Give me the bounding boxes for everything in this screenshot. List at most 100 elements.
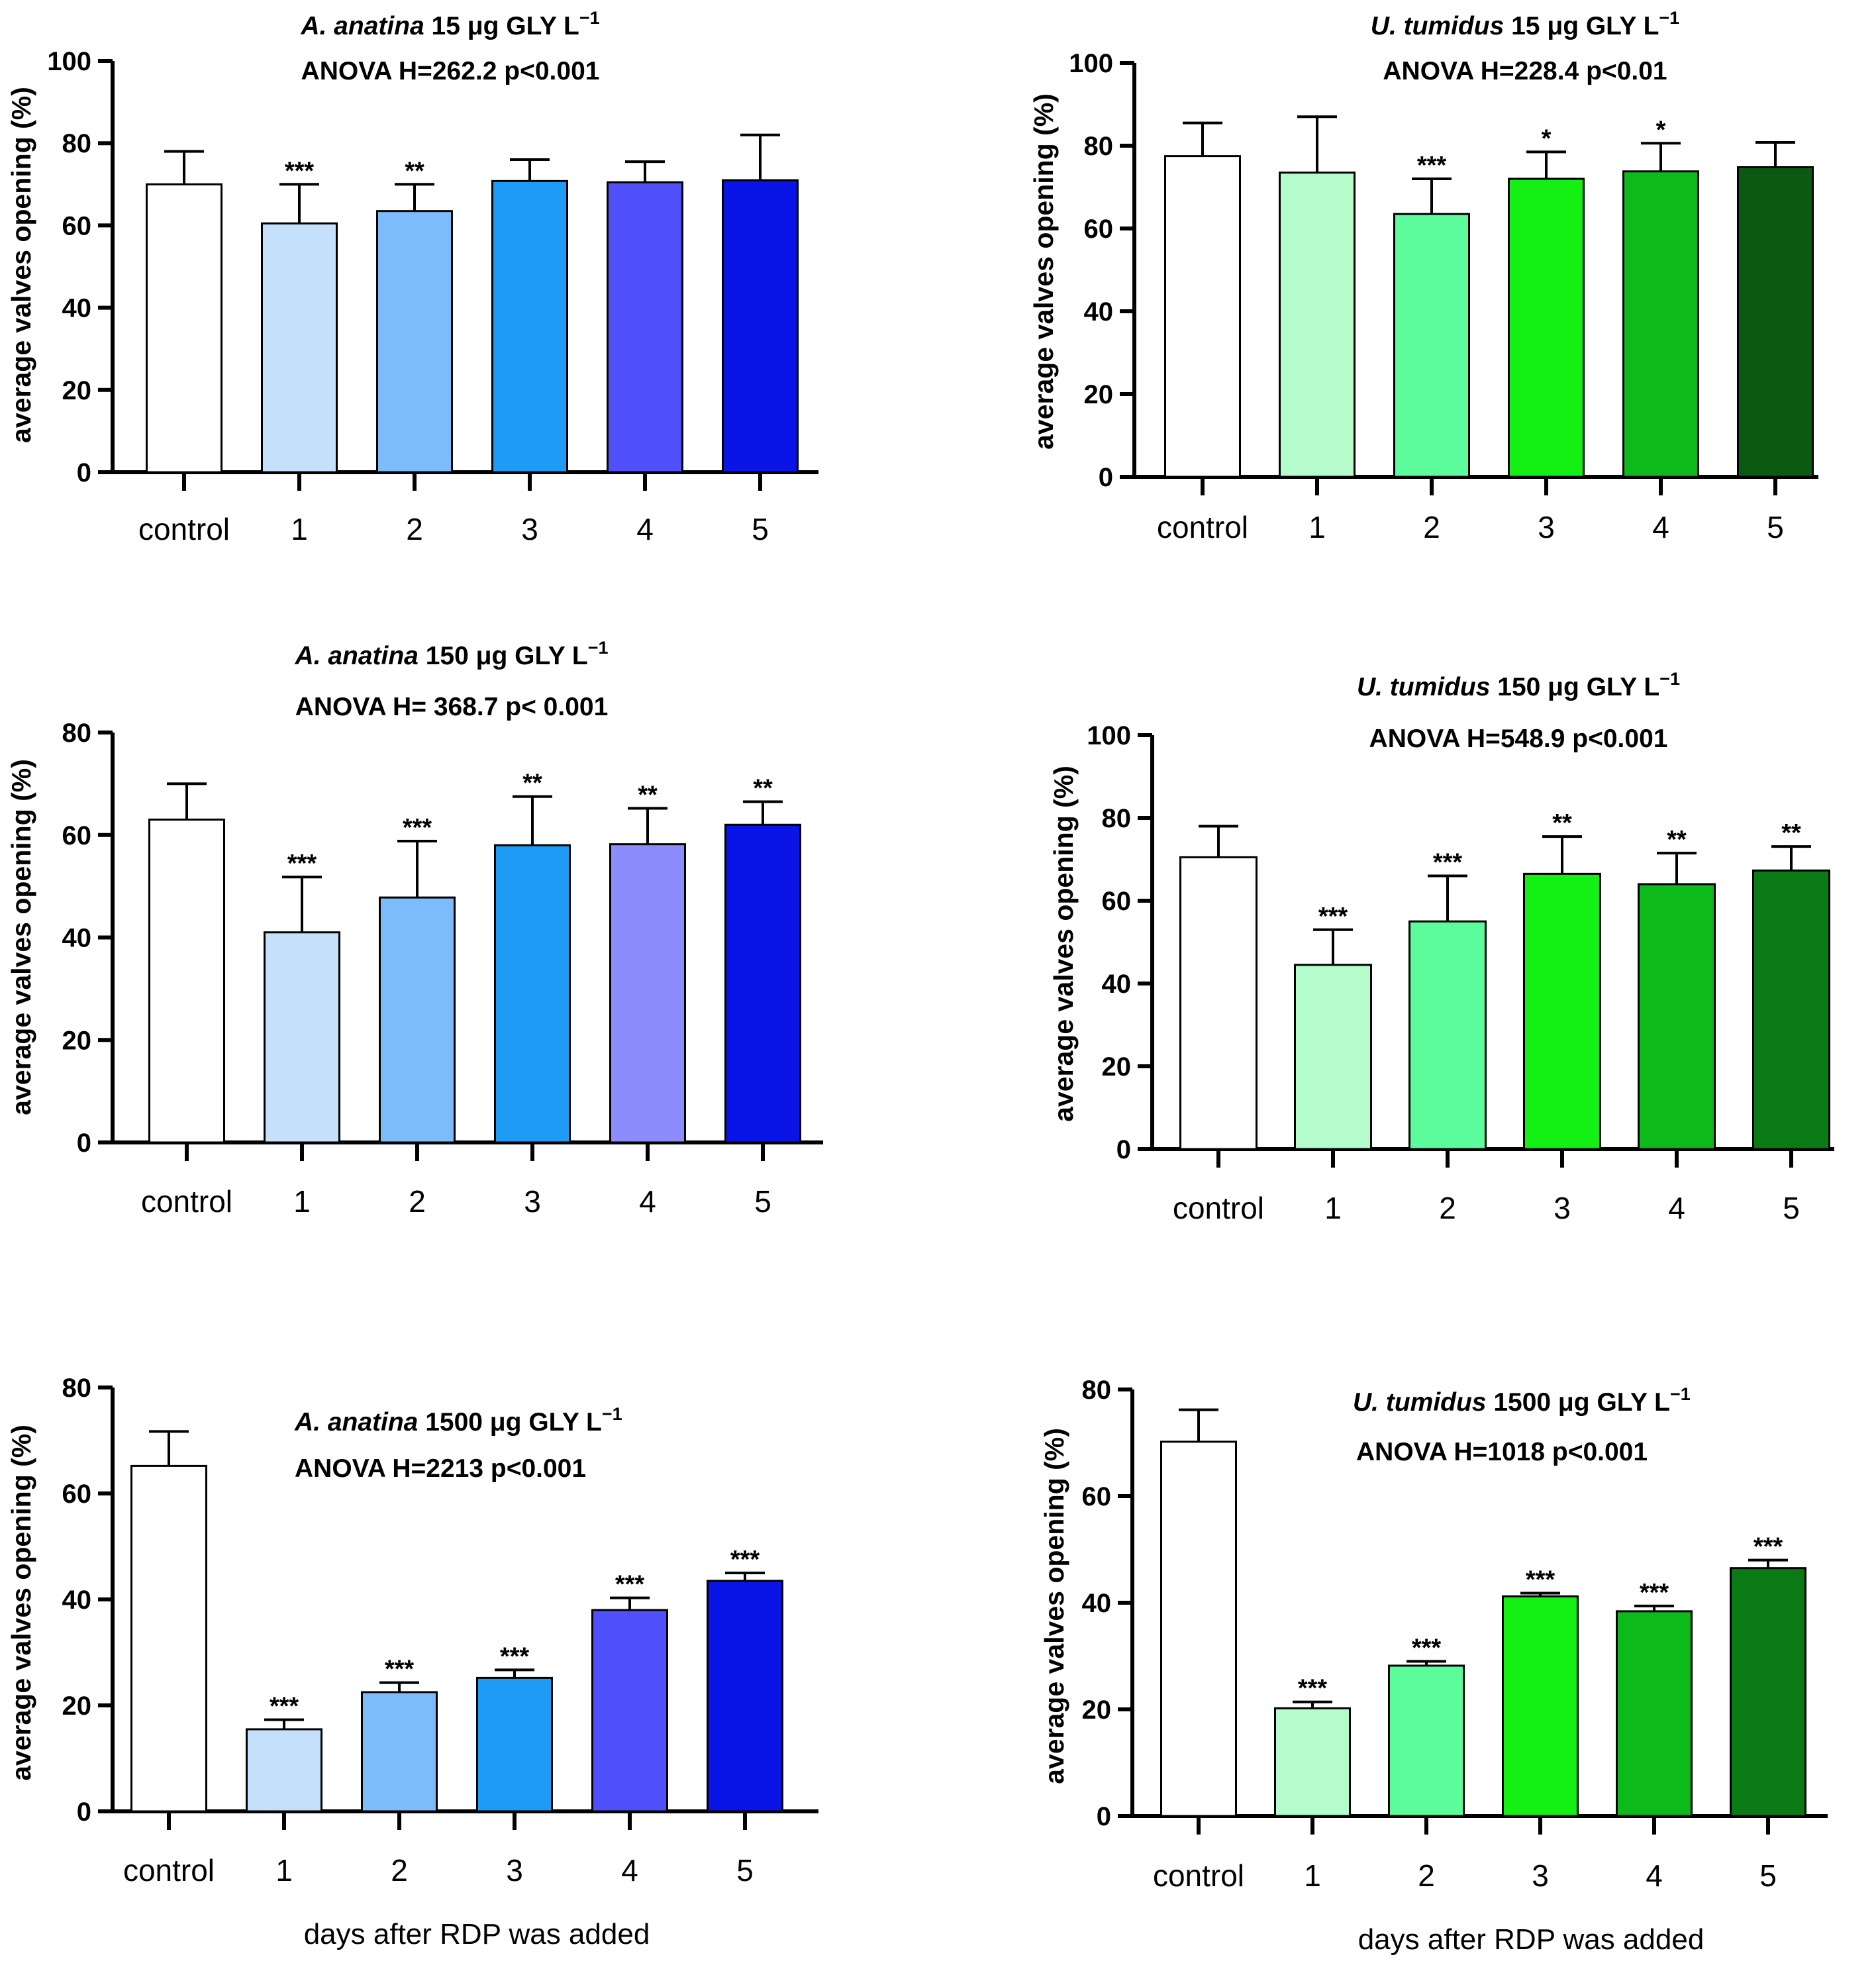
y-tick-label: 80 bbox=[62, 719, 92, 748]
significance-label: *** bbox=[730, 1546, 760, 1574]
title-exponent: −1 bbox=[1670, 1384, 1691, 1404]
y-tick-label: 100 bbox=[1087, 721, 1131, 750]
y-tick-label: 80 bbox=[1102, 804, 1132, 833]
y-tick-label: 60 bbox=[1082, 1482, 1112, 1511]
bar-day-2 bbox=[376, 210, 453, 474]
x-tick-label: 4 bbox=[1652, 510, 1669, 544]
bar-day-4 bbox=[1622, 170, 1699, 478]
title-exponent: −1 bbox=[588, 638, 609, 658]
chart-panel-2: U. tumidus 15 μg GLY L−1 ANOVA H=228.4 p<… bbox=[1028, 8, 1818, 544]
title-species: A. anatina bbox=[300, 12, 424, 40]
significance-label: ** bbox=[1781, 819, 1801, 847]
significance-label: *** bbox=[1298, 1675, 1328, 1703]
y-axis-label: average valves opening (%) bbox=[1028, 93, 1059, 450]
chart-subtitle: ANOVA H=262.2 p<0.001 bbox=[301, 57, 600, 85]
bar-day-4 bbox=[609, 843, 686, 1144]
bar-control bbox=[148, 819, 225, 1144]
chart-panel-3: A. anatina 150 μg GLY L−1 ANOVA H= 368.7 … bbox=[6, 638, 823, 1219]
chart-subtitle: ANOVA H=2213 p<0.001 bbox=[295, 1454, 586, 1483]
title-dose: 150 μg GLY L bbox=[1490, 673, 1659, 701]
y-axis-label: average valves opening (%) bbox=[1039, 1428, 1069, 1784]
significance-label: * bbox=[1542, 125, 1552, 152]
significance-label: *** bbox=[385, 1656, 415, 1684]
x-axis-label: days after RDP was added bbox=[1358, 1923, 1704, 1956]
bar-day-5 bbox=[707, 1580, 783, 1813]
significance-label: *** bbox=[1412, 1635, 1442, 1662]
y-tick-label: 20 bbox=[1082, 1695, 1112, 1725]
x-tick-label: 2 bbox=[406, 512, 423, 546]
bar-day-3 bbox=[1523, 872, 1601, 1150]
x-tick-label: 4 bbox=[639, 1184, 656, 1219]
bar-day-4 bbox=[591, 1609, 668, 1813]
bar-day-5 bbox=[1730, 1567, 1806, 1817]
x-tick-label: 1 bbox=[1308, 510, 1326, 544]
x-tick-label: 2 bbox=[409, 1184, 426, 1219]
bar-day-2 bbox=[361, 1691, 438, 1813]
x-tick-label: 4 bbox=[1646, 1858, 1663, 1893]
bar-day-3 bbox=[476, 1676, 553, 1813]
bar-day-2 bbox=[379, 896, 456, 1144]
title-species: U. tumidus bbox=[1371, 12, 1505, 40]
bar-day-1 bbox=[246, 1728, 322, 1813]
y-tick-label: 20 bbox=[62, 1691, 92, 1721]
y-tick-label: 80 bbox=[1082, 1376, 1112, 1405]
significance-label: *** bbox=[287, 850, 317, 878]
chart-subtitle: ANOVA H=548.9 p<0.001 bbox=[1369, 725, 1668, 753]
y-tick-label: 40 bbox=[1084, 297, 1114, 327]
x-tick-label: 3 bbox=[1532, 1858, 1549, 1893]
y-axis-label: average valves opening (%) bbox=[6, 759, 36, 1115]
bar-day-3 bbox=[494, 844, 571, 1144]
x-tick-label: control bbox=[1153, 1858, 1244, 1893]
y-tick-label: 0 bbox=[77, 1129, 91, 1158]
chart-title: A. anatina 15 μg GLY L−1 bbox=[300, 8, 599, 40]
bar-day-4 bbox=[607, 181, 683, 474]
x-tick-label: 1 bbox=[1304, 1858, 1321, 1893]
y-tick-label: 80 bbox=[62, 129, 92, 158]
y-tick-label: 40 bbox=[1102, 970, 1132, 999]
significance-label: ** bbox=[753, 774, 773, 802]
title-exponent: −1 bbox=[602, 1404, 622, 1424]
chart-panel-6: U. tumidus 1500 μg GLY L−1 ANOVA H=1018 p… bbox=[1039, 1376, 1828, 1956]
x-tick-label: 2 bbox=[1439, 1191, 1456, 1225]
chart-title: U. tumidus 1500 μg GLY L−1 bbox=[1353, 1384, 1691, 1417]
title-exponent: −1 bbox=[579, 8, 600, 28]
y-tick-label: 100 bbox=[1069, 49, 1113, 78]
significance-label: *** bbox=[615, 1571, 645, 1599]
y-tick-label: 40 bbox=[62, 1586, 92, 1615]
x-tick-label: 4 bbox=[621, 1853, 638, 1888]
chart-panel-4: U. tumidus 150 μg GLY L−1 ANOVA H=548.9 p… bbox=[1048, 669, 1834, 1225]
x-tick-label: 5 bbox=[754, 1184, 771, 1219]
y-tick-label: 60 bbox=[1084, 215, 1114, 244]
significance-label: *** bbox=[1433, 849, 1463, 877]
x-tick-label: control bbox=[141, 1184, 232, 1219]
title-species: A. anatina bbox=[294, 1408, 418, 1437]
bar-control bbox=[146, 183, 222, 474]
x-tick-label: 3 bbox=[506, 1853, 523, 1888]
title-dose: 15 μg GLY L bbox=[1504, 12, 1659, 40]
bar-day-2 bbox=[1408, 920, 1487, 1150]
bar-day-4 bbox=[1616, 1610, 1693, 1817]
chart-title: A. anatina 1500 μg GLY L−1 bbox=[294, 1404, 622, 1437]
significance-label: *** bbox=[285, 157, 315, 185]
significance-label: *** bbox=[1417, 152, 1447, 179]
title-species: U. tumidus bbox=[1353, 1388, 1487, 1417]
y-tick-label: 20 bbox=[62, 376, 92, 405]
bar-day-3 bbox=[1508, 177, 1585, 478]
title-dose: 15 μg GLY L bbox=[424, 12, 579, 40]
significance-label: *** bbox=[270, 1693, 299, 1721]
y-tick-label: 0 bbox=[1097, 1802, 1111, 1831]
chart-title: U. tumidus 150 μg GLY L−1 bbox=[1357, 669, 1680, 701]
chart-panel-1: A. anatina 15 μg GLY L−1 ANOVA H=262.2 p<… bbox=[6, 8, 818, 546]
y-axis-label: average valves opening (%) bbox=[6, 1425, 36, 1781]
bar-day-1 bbox=[1294, 964, 1372, 1150]
y-tick-label: 80 bbox=[1084, 132, 1114, 161]
title-exponent: −1 bbox=[1659, 669, 1680, 689]
y-tick-label: 0 bbox=[77, 1797, 91, 1827]
chart-title: A. anatina 150 μg GLY L−1 bbox=[295, 638, 609, 670]
x-tick-label: 2 bbox=[1423, 510, 1440, 544]
chart-subtitle: ANOVA H=228.4 p<0.01 bbox=[1383, 57, 1667, 85]
y-tick-label: 60 bbox=[62, 821, 92, 850]
bar-control bbox=[130, 1464, 207, 1813]
y-axis-label: average valves opening (%) bbox=[1048, 766, 1079, 1122]
